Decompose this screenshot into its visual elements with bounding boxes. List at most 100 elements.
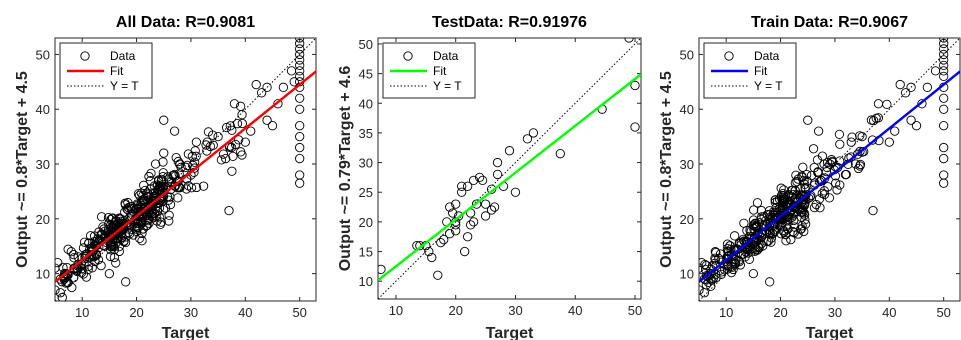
legend-label-fit: Fit bbox=[110, 64, 124, 78]
data-point bbox=[756, 228, 766, 238]
data-point bbox=[749, 205, 759, 215]
data-point bbox=[813, 126, 824, 136]
data-point bbox=[800, 179, 810, 189]
data-point bbox=[873, 113, 884, 123]
data-point bbox=[169, 169, 180, 180]
y-tick-label: 45 bbox=[359, 67, 373, 82]
data-point bbox=[163, 195, 174, 205]
data-point bbox=[480, 199, 491, 209]
data-point bbox=[169, 181, 180, 191]
data-point bbox=[105, 251, 116, 262]
legend-marker-data bbox=[724, 51, 734, 61]
data-point bbox=[433, 270, 443, 280]
x-tick-label: 30 bbox=[184, 305, 198, 320]
data-point bbox=[457, 181, 467, 191]
data-point bbox=[436, 237, 446, 248]
data-point bbox=[256, 88, 267, 98]
data-point bbox=[203, 127, 214, 137]
y-tick-label: 15 bbox=[359, 245, 373, 260]
data-point bbox=[754, 218, 764, 228]
x-tick-label: 20 bbox=[773, 305, 787, 320]
data-point bbox=[134, 233, 145, 243]
data-point bbox=[756, 212, 767, 222]
data-point bbox=[823, 182, 833, 192]
data-point bbox=[803, 115, 813, 125]
data-point bbox=[289, 77, 299, 87]
data-point bbox=[295, 38, 305, 43]
data-point bbox=[492, 169, 503, 180]
identity-line bbox=[378, 38, 641, 299]
data-point bbox=[125, 229, 135, 239]
data-point bbox=[900, 88, 911, 98]
data-point bbox=[477, 175, 488, 186]
data-point bbox=[729, 231, 740, 241]
data-point bbox=[439, 235, 449, 245]
data-point bbox=[939, 38, 949, 49]
data-point bbox=[168, 170, 179, 181]
data-point bbox=[699, 263, 704, 273]
data-point bbox=[699, 274, 710, 284]
data-point bbox=[846, 137, 856, 147]
data-point bbox=[630, 122, 640, 132]
data-point bbox=[917, 99, 927, 109]
data-point bbox=[150, 159, 161, 169]
data-point bbox=[295, 38, 305, 49]
fit-line bbox=[699, 70, 960, 283]
x-tick-label: 10 bbox=[75, 305, 89, 320]
y-tick-label: 10 bbox=[36, 267, 50, 282]
data-point bbox=[143, 215, 153, 226]
data-point bbox=[939, 71, 949, 82]
data-point bbox=[819, 189, 830, 200]
data-point bbox=[939, 60, 949, 71]
data-point bbox=[769, 226, 780, 237]
data-point bbox=[939, 142, 949, 153]
data-point bbox=[504, 146, 515, 156]
data-point bbox=[173, 156, 183, 167]
data-point bbox=[809, 162, 819, 173]
y-tick-label: 50 bbox=[680, 47, 694, 62]
x-tick-label: 40 bbox=[568, 303, 582, 318]
plot-panel-2: TestData: R=0.91976 10 20 30 40 50 10 15 20 25 30 3… bbox=[337, 14, 642, 340]
data-point bbox=[699, 257, 707, 268]
data-point bbox=[235, 101, 246, 111]
data-point bbox=[834, 129, 845, 140]
data-point bbox=[463, 181, 473, 191]
data-point bbox=[227, 125, 237, 135]
data-point bbox=[142, 192, 153, 202]
data-point bbox=[181, 162, 191, 172]
data-point bbox=[236, 147, 246, 157]
data-point bbox=[776, 183, 786, 193]
data-point bbox=[939, 178, 949, 188]
data-point bbox=[716, 267, 727, 277]
data-point bbox=[55, 285, 60, 295]
y-axis-label: Output ~= 0.79*Target + 4.6 bbox=[337, 66, 354, 272]
data-point bbox=[198, 181, 209, 191]
y-axis-label: Output ~= 0.8*Target + 4.5 bbox=[14, 71, 31, 268]
data-point bbox=[251, 79, 261, 90]
y-tick-label: 25 bbox=[359, 185, 373, 200]
data-point bbox=[89, 231, 100, 241]
data-point bbox=[734, 257, 745, 267]
data-point bbox=[939, 153, 949, 164]
data-point bbox=[114, 213, 125, 223]
data-point bbox=[119, 236, 129, 246]
data-point bbox=[853, 149, 863, 159]
legend-label-data: Data bbox=[110, 49, 136, 63]
data-point bbox=[81, 272, 92, 282]
chart-title: TestData: R=0.91976 bbox=[432, 14, 587, 31]
data-point bbox=[895, 79, 905, 90]
data-point bbox=[465, 220, 476, 230]
data-point bbox=[451, 199, 461, 209]
data-point bbox=[809, 202, 820, 213]
data-point bbox=[922, 82, 933, 92]
data-point bbox=[68, 273, 79, 283]
data-point bbox=[868, 115, 879, 126]
data-point bbox=[73, 252, 83, 262]
data-point bbox=[115, 222, 125, 233]
x-tick-label: 30 bbox=[828, 305, 842, 320]
data-point bbox=[722, 239, 733, 249]
data-point bbox=[68, 249, 79, 260]
data-point bbox=[835, 180, 845, 190]
